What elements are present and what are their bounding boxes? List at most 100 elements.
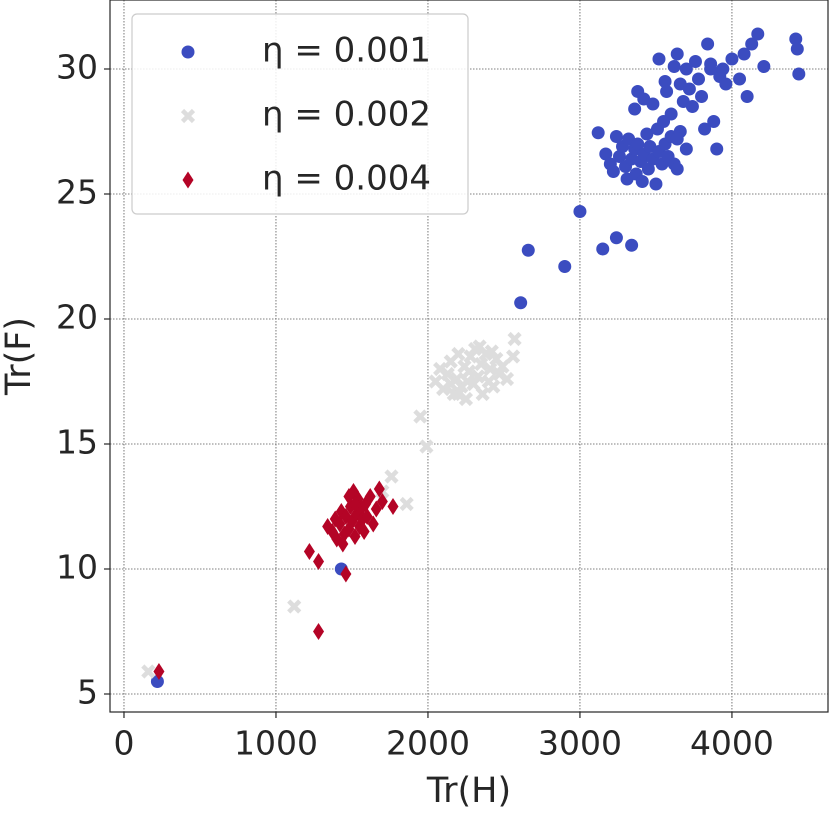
x-axis-label: Tr(H) <box>426 771 511 811</box>
y-tick-label: 10 <box>56 548 98 587</box>
point <box>631 137 645 151</box>
point <box>649 177 663 191</box>
point <box>471 369 486 384</box>
point <box>657 115 671 128</box>
point <box>387 498 399 515</box>
x-tick-label: 0 <box>113 724 134 763</box>
point <box>609 130 623 143</box>
point <box>499 371 515 387</box>
point <box>635 175 649 188</box>
point <box>505 349 521 364</box>
ticks: 0 1000 2000 3000 4000 5 10 15 20 25 30 <box>56 0 828 763</box>
point <box>733 72 747 86</box>
point <box>150 675 164 688</box>
legend-marker <box>180 108 196 124</box>
x-tick-label: 1000 <box>234 724 318 763</box>
point <box>399 496 414 512</box>
legend-label: η = 0.001 <box>262 31 431 71</box>
point <box>667 60 681 73</box>
point <box>737 47 751 61</box>
point <box>682 82 696 96</box>
point <box>484 344 499 359</box>
point <box>340 565 352 583</box>
point <box>419 439 434 454</box>
point <box>495 359 510 374</box>
point <box>521 243 535 257</box>
point <box>641 162 655 176</box>
point <box>596 242 610 256</box>
point <box>688 55 702 68</box>
y-tick-label: 30 <box>56 48 98 87</box>
point <box>790 42 804 56</box>
point <box>707 115 721 128</box>
x-tick-label: 3000 <box>538 724 622 763</box>
point <box>745 37 759 51</box>
point <box>413 409 428 424</box>
point <box>599 147 613 161</box>
point <box>725 52 739 66</box>
point <box>606 165 620 178</box>
y-tick-label: 15 <box>56 423 98 462</box>
point <box>349 528 361 545</box>
point <box>670 162 684 176</box>
point <box>153 663 165 680</box>
point <box>474 356 489 372</box>
y-tick-label: 5 <box>77 673 98 712</box>
point <box>679 62 693 76</box>
point <box>472 339 487 354</box>
point <box>461 364 477 379</box>
point <box>507 331 522 347</box>
point <box>349 495 361 513</box>
y-axis-label: Tr(F) <box>0 317 39 396</box>
point <box>692 72 706 86</box>
point <box>440 366 455 382</box>
point <box>483 361 498 377</box>
point <box>443 376 458 392</box>
legend-marker <box>181 45 195 59</box>
point <box>628 102 642 116</box>
point <box>646 97 660 111</box>
point <box>313 623 325 640</box>
legend-label: η = 0.004 <box>262 159 431 199</box>
point <box>612 150 626 163</box>
series <box>150 27 806 688</box>
point <box>591 126 605 140</box>
point <box>609 231 623 245</box>
point <box>287 599 302 614</box>
point <box>141 664 156 679</box>
point <box>367 515 379 533</box>
point <box>792 67 806 81</box>
point <box>640 127 654 141</box>
point <box>658 75 672 88</box>
legend-box <box>131 13 469 215</box>
legend-marker <box>182 171 194 189</box>
point <box>695 90 709 103</box>
point <box>719 77 733 91</box>
point <box>558 260 572 273</box>
point <box>757 60 771 73</box>
point <box>303 543 315 560</box>
point <box>670 132 684 146</box>
point <box>625 238 639 252</box>
x-tick-label: 2000 <box>386 724 470 763</box>
point <box>358 523 370 540</box>
point <box>701 37 715 51</box>
point <box>337 535 349 553</box>
point <box>789 32 803 46</box>
point <box>652 52 666 66</box>
point <box>740 90 754 103</box>
series <box>141 331 522 679</box>
point <box>460 374 475 389</box>
point <box>514 296 528 310</box>
legend-label: η = 0.002 <box>262 95 431 135</box>
point <box>716 62 730 76</box>
point <box>685 100 699 113</box>
point <box>710 142 724 156</box>
point <box>573 205 587 218</box>
y-tick-label: 25 <box>56 173 98 212</box>
point <box>313 553 325 570</box>
point <box>364 488 376 505</box>
legend: η = 0.001 η = 0.002 η = 0.004 <box>131 13 469 215</box>
point <box>704 62 718 76</box>
